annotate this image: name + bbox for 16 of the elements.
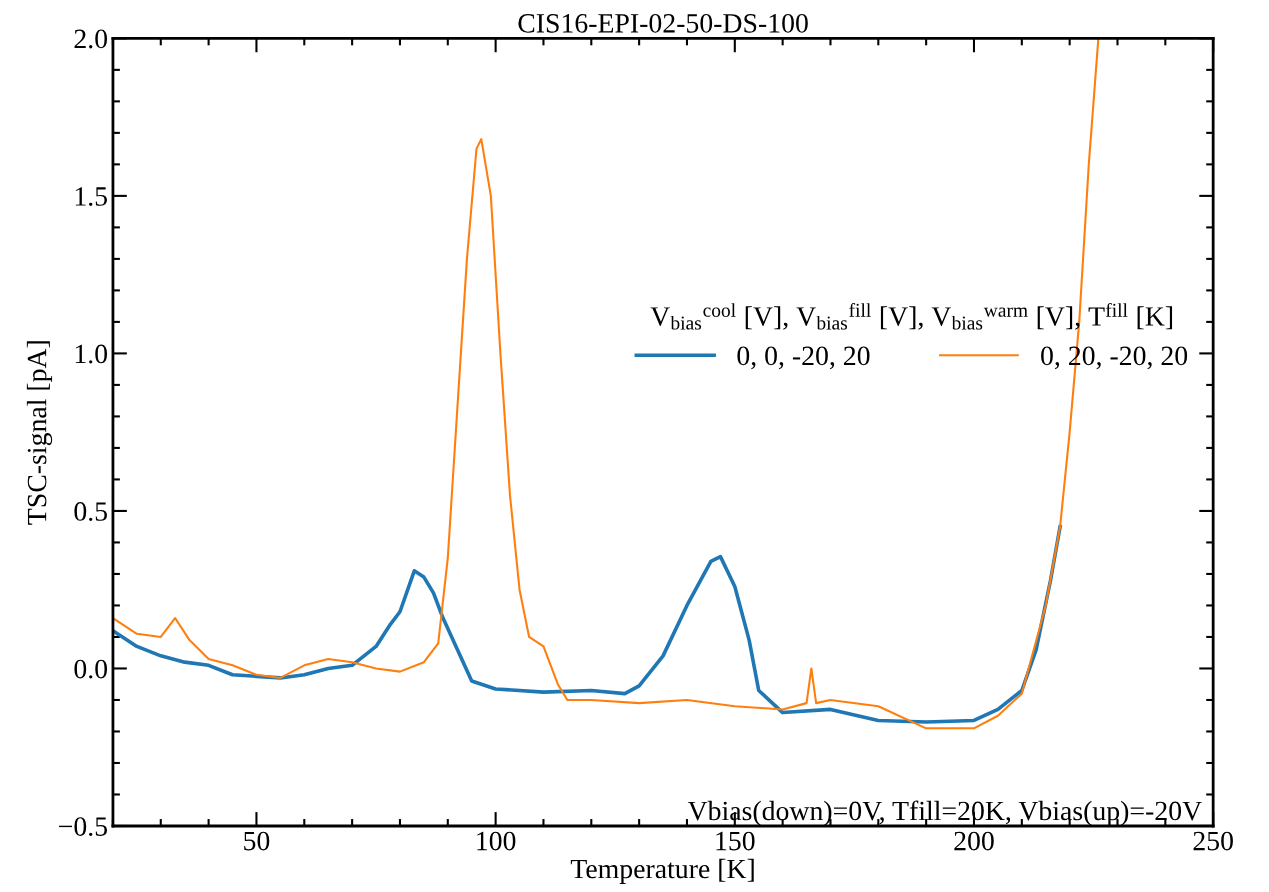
y-tick-label: 0.5	[74, 502, 107, 521]
y-tick-label: 1.0	[75, 344, 108, 364]
y-tick-label: 1.5	[75, 187, 107, 206]
y-tick-label: 2.0	[74, 29, 108, 49]
x-tick-label: 50	[244, 831, 270, 851]
y-tick-label: −0.5	[59, 817, 107, 837]
chart-title: CIS16-EPI-02-50-DS-100	[518, 13, 808, 33]
x-axis-title: Temperature [K]	[570, 858, 754, 885]
y-tick-label: 0.0	[74, 659, 108, 679]
x-tick-label: 250	[1193, 831, 1233, 851]
y-axis-title: TSC-signal [pA]	[26, 341, 53, 525]
legend-label: 0, 0, -20, 20	[737, 346, 870, 370]
x-tick-label: 100	[477, 831, 516, 851]
annotation: Vbias(down)=0V, Tfill=20K, Vbias(up)=-20V	[687, 800, 1202, 826]
x-tick-label: 200	[954, 831, 994, 851]
x-tick-label: 150	[716, 831, 755, 851]
